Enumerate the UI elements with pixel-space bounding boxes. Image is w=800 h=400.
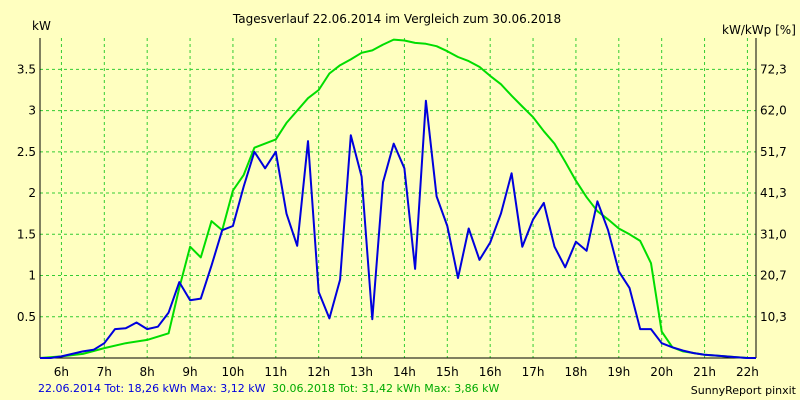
footer-series-blue: 22.06.2014 Tot: 18,26 kWh Max: 3,12 kW <box>38 382 266 395</box>
x-tick-label: 8h <box>140 365 155 379</box>
chart-title: Tagesverlauf 22.06.2014 im Vergleich zum… <box>232 12 561 26</box>
x-tick-label: 12h <box>307 365 330 379</box>
x-tick-label: 15h <box>436 365 459 379</box>
y-tick-label-left: 1 <box>28 269 36 283</box>
footer-legend: 22.06.2014 Tot: 18,26 kWh Max: 3,12 kW 3… <box>38 382 500 395</box>
x-tick-label: 11h <box>264 365 287 379</box>
y-tick-label-left: 2 <box>28 186 36 200</box>
x-tick-label: 7h <box>97 365 112 379</box>
x-tick-label: 16h <box>479 365 502 379</box>
y-tick-label-right: 72,3 <box>760 62 787 76</box>
y-axis-label-right: kW/kWp [%] <box>722 23 796 37</box>
x-tick-label: 14h <box>393 365 416 379</box>
x-tick-label: 19h <box>607 365 630 379</box>
x-tick-label: 22h <box>736 365 759 379</box>
y-tick-label-left: 3 <box>28 104 36 118</box>
y-tick-label-left: 3.5 <box>17 62 36 76</box>
y-tick-label-right: 20,7 <box>760 269 787 283</box>
y-tick-label-right: 62,0 <box>760 104 787 118</box>
x-tick-label: 6h <box>54 365 69 379</box>
y-tick-label-right: 10,3 <box>760 310 787 324</box>
y-tick-label-left: 0.5 <box>17 310 36 324</box>
y-tick-label-left: 2.5 <box>17 145 36 159</box>
y-axis-label-left: kW <box>32 19 51 33</box>
x-tick-label: 17h <box>522 365 545 379</box>
x-tick-label: 10h <box>221 365 244 379</box>
x-tick-label: 13h <box>350 365 373 379</box>
footer-series-green: 30.06.2018 Tot: 31,42 kWh Max: 3,86 kW <box>272 382 500 395</box>
plot-area: 6h 7h 8h 9h 10h 11h 12h 13h 14h 15h 16h 17h 18h 19h 20… <box>17 38 787 379</box>
y-tick-label-right: 41,3 <box>760 186 787 200</box>
x-tick-label: 20h <box>650 365 673 379</box>
y-tick-label-right: 51,7 <box>760 145 787 159</box>
series-line-2014 <box>40 99 756 359</box>
footer-credit: SunnyReport pinxit <box>691 384 797 397</box>
y-tick-label-right: 31,0 <box>760 227 787 241</box>
x-tick-label: 18h <box>564 365 587 379</box>
x-tick-label: 21h <box>693 365 716 379</box>
y-tick-label-left: 1.5 <box>17 227 36 241</box>
x-tick-label: 9h <box>182 365 197 379</box>
series-line-2018 <box>39 38 756 359</box>
